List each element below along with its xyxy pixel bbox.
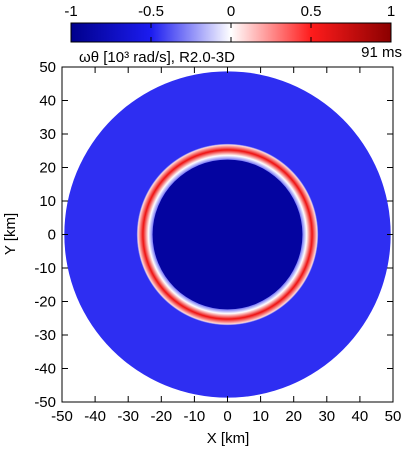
x-tick-label: 0 — [223, 408, 231, 425]
x-axis-label: X [km] — [207, 430, 250, 447]
y-tick-label: 50 — [39, 59, 56, 76]
x-tick-label: -40 — [84, 408, 106, 425]
y-tick-label: 30 — [39, 126, 56, 143]
x-tick-label: -30 — [117, 408, 139, 425]
colorbar: -1 -0.5 0 0.5 1 — [64, 3, 395, 43]
y-tick-label: 10 — [39, 193, 56, 210]
inner-disk — [152, 159, 303, 310]
x-tick-label: -50 — [51, 408, 73, 425]
y-axis-ticks: -50 -40 -30 -20 -10 0 10 20 30 40 50 — [34, 59, 393, 411]
y-tick-label: -50 — [34, 394, 56, 411]
x-tick-label: 20 — [285, 408, 302, 425]
y-tick-label: -20 — [34, 294, 56, 311]
chart-title: ωθ [10³ rad/s], R2.0-3D — [79, 49, 235, 66]
x-tick-label: 50 — [385, 408, 402, 425]
colorbar-tick-label: -1 — [64, 3, 77, 20]
x-tick-label: 10 — [252, 408, 269, 425]
x-tick-label: 40 — [352, 408, 369, 425]
x-tick-label: -10 — [184, 408, 206, 425]
x-tick-label: -20 — [150, 408, 172, 425]
y-tick-label: -30 — [34, 327, 56, 344]
time-label: 91 ms — [361, 44, 402, 61]
y-tick-label: -40 — [34, 361, 56, 378]
x-axis-ticks: -50 -40 -30 -20 -10 0 10 20 30 40 50 — [51, 67, 401, 425]
colorbar-tick-label: 0.5 — [301, 3, 322, 20]
colorbar-tick-label: -0.5 — [138, 3, 164, 20]
y-tick-label: -10 — [34, 260, 56, 277]
colorbar-tick-label: 1 — [387, 3, 395, 20]
plot-area — [64, 71, 391, 398]
colorbar-ticks: -1 -0.5 0 0.5 1 — [64, 3, 395, 42]
x-tick-label: 30 — [318, 408, 335, 425]
y-axis-label: Y [km] — [2, 213, 19, 255]
y-tick-label: 40 — [39, 93, 56, 110]
colorbar-tick-label: 0 — [227, 3, 235, 20]
y-tick-label: 0 — [48, 227, 56, 244]
y-tick-label: 20 — [39, 160, 56, 177]
